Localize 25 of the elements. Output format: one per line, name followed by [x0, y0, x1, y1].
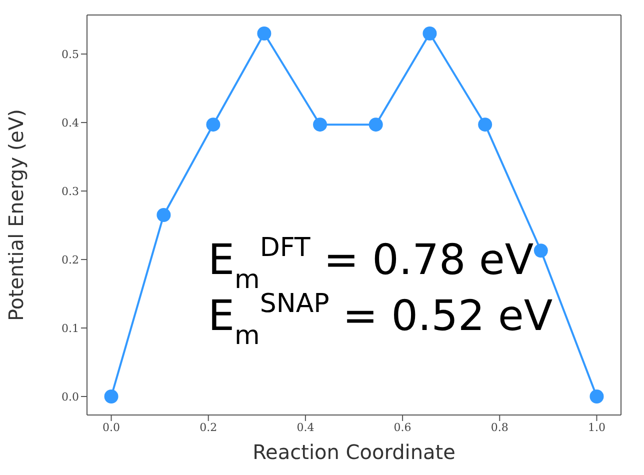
x-tick-label: 0.4: [296, 420, 314, 434]
x-axis-title: Reaction Coordinate: [252, 440, 456, 464]
point: [104, 390, 118, 404]
y-axis-title: Potential Energy (eV): [4, 109, 28, 321]
y-tick-label: 0.2: [62, 253, 79, 266]
point: [478, 118, 492, 132]
point: [534, 244, 548, 258]
point: [156, 208, 171, 222]
point: [257, 26, 272, 40]
point: [422, 26, 437, 40]
point: [590, 390, 604, 404]
x-tick-label: 0.6: [394, 420, 412, 434]
x-tick-label: 0.0: [102, 420, 120, 434]
y-tick-label: 0.3: [62, 184, 79, 198]
point: [313, 118, 328, 132]
point: [206, 118, 220, 132]
x-tick-label: 0.2: [200, 420, 218, 434]
x-tick-label: 1.0: [588, 420, 606, 434]
point: [368, 118, 383, 132]
y-tick-label: 0.4: [62, 116, 79, 130]
y-tick-label: 0.5: [62, 48, 79, 61]
y-tick-label: 0.1: [62, 322, 79, 335]
y-tick-label: 0.0: [62, 390, 79, 404]
x-tick-label: 0.8: [490, 420, 508, 434]
annotation: E$_{m}$$^{SNAP}$ = 0.52 eV: [208, 289, 553, 351]
